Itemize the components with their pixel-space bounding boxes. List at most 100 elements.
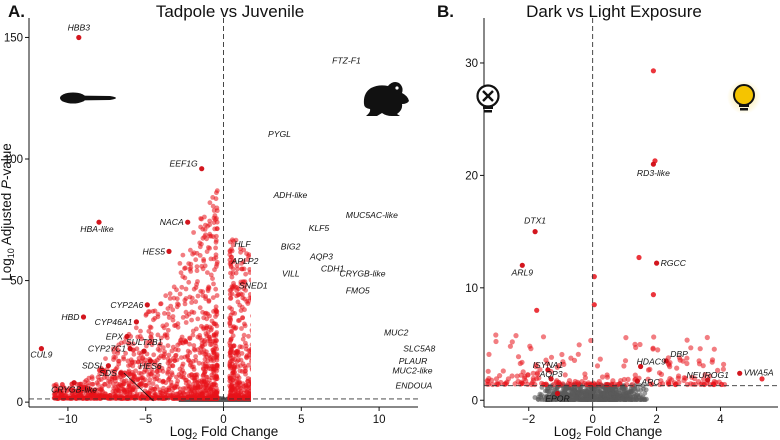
panel-a-x-tick-label: 10 bbox=[373, 414, 386, 426]
sig-point bbox=[289, 396, 294, 401]
sig-point bbox=[200, 266, 206, 272]
sig-point bbox=[283, 384, 288, 389]
sig-point bbox=[331, 381, 336, 386]
sig-point bbox=[263, 350, 268, 355]
sig-point bbox=[596, 378, 602, 385]
gene-label: NACA bbox=[160, 217, 184, 227]
sig-point bbox=[347, 353, 352, 358]
sig-point bbox=[233, 237, 239, 243]
sig-point bbox=[158, 301, 164, 307]
nonsig-point bbox=[256, 400, 260, 404]
sig-point bbox=[136, 359, 141, 365]
sig-point bbox=[292, 366, 297, 371]
sig-point bbox=[227, 305, 233, 310]
sig-point bbox=[100, 389, 106, 395]
sig-point bbox=[285, 394, 290, 399]
sig-point bbox=[150, 308, 156, 314]
sig-point bbox=[375, 391, 380, 396]
gene-label: AQP3 bbox=[539, 369, 563, 379]
sig-point bbox=[190, 381, 196, 387]
nonsig-point bbox=[252, 399, 256, 403]
sig-point bbox=[259, 341, 264, 346]
sig-point bbox=[264, 368, 269, 373]
sig-point bbox=[485, 368, 491, 374]
sig-point bbox=[227, 249, 233, 255]
sig-point bbox=[214, 353, 220, 359]
tadpole-icon bbox=[60, 92, 116, 104]
sig-point bbox=[262, 394, 267, 399]
sig-point bbox=[650, 346, 656, 352]
sig-point bbox=[259, 387, 264, 392]
sig-point bbox=[308, 386, 313, 391]
sig-point bbox=[214, 190, 219, 196]
sig-point bbox=[246, 333, 251, 339]
sig-point bbox=[333, 380, 338, 385]
sig-point bbox=[213, 245, 219, 251]
sig-point bbox=[192, 393, 198, 399]
labeled-point bbox=[386, 368, 391, 373]
sig-point bbox=[301, 393, 306, 398]
nonsig-point bbox=[539, 396, 544, 401]
gene-label: SLC5A8 bbox=[403, 344, 435, 354]
sig-point bbox=[272, 385, 277, 390]
labeled-point bbox=[166, 248, 172, 254]
sig-point bbox=[283, 379, 288, 384]
sig-point bbox=[304, 396, 309, 401]
labeled-point bbox=[147, 358, 153, 364]
gene-label: CYP2A6 bbox=[110, 300, 143, 310]
sig-point bbox=[378, 394, 383, 399]
sig-point bbox=[113, 366, 119, 372]
sig-point bbox=[195, 293, 201, 299]
sig-point bbox=[309, 396, 314, 401]
sig-point bbox=[261, 370, 266, 375]
sig-point bbox=[374, 378, 379, 383]
sig-point bbox=[343, 396, 348, 401]
sig-point bbox=[279, 314, 284, 319]
sig-point bbox=[351, 392, 356, 397]
sig-point bbox=[313, 393, 318, 398]
labeled-point bbox=[638, 363, 644, 370]
panel-b-x-tick-label: −2 bbox=[522, 414, 535, 426]
nonsig-point bbox=[253, 400, 257, 404]
sig-point bbox=[138, 371, 144, 377]
sig-point bbox=[250, 314, 251, 318]
sig-point bbox=[384, 393, 389, 398]
sig-point bbox=[339, 388, 344, 393]
sig-point bbox=[268, 336, 273, 341]
sig-point bbox=[385, 393, 390, 398]
sig-point bbox=[290, 366, 295, 371]
sig-point bbox=[293, 344, 298, 349]
sig-point bbox=[146, 328, 152, 334]
nonsig-point bbox=[609, 385, 615, 391]
sig-point bbox=[182, 354, 188, 360]
sig-point bbox=[228, 323, 233, 329]
sig-point bbox=[262, 302, 267, 307]
sig-point bbox=[345, 396, 350, 401]
sig-point bbox=[298, 354, 303, 359]
sig-point bbox=[274, 396, 279, 401]
sig-point bbox=[233, 325, 239, 331]
sig-point bbox=[363, 362, 368, 367]
sig-point bbox=[152, 315, 158, 321]
sig-point bbox=[260, 396, 265, 401]
nonsig-point bbox=[573, 397, 579, 402]
frog-icon bbox=[363, 82, 409, 116]
sig-point bbox=[206, 298, 212, 303]
sig-point bbox=[259, 304, 264, 309]
nonsig-point bbox=[264, 399, 268, 403]
sig-point bbox=[366, 387, 371, 392]
sig-point bbox=[702, 372, 708, 378]
sig-point bbox=[282, 396, 287, 401]
sig-point bbox=[337, 392, 342, 397]
sig-point bbox=[246, 362, 251, 368]
sig-point bbox=[118, 391, 124, 397]
sig-point bbox=[301, 396, 306, 401]
sig-point bbox=[208, 354, 214, 360]
labeled-point bbox=[634, 378, 641, 384]
sig-point bbox=[289, 396, 294, 401]
sig-point bbox=[126, 394, 131, 400]
sig-point bbox=[264, 353, 269, 358]
sig-point bbox=[337, 396, 342, 401]
sig-point bbox=[575, 351, 581, 357]
sig-point bbox=[275, 391, 280, 396]
